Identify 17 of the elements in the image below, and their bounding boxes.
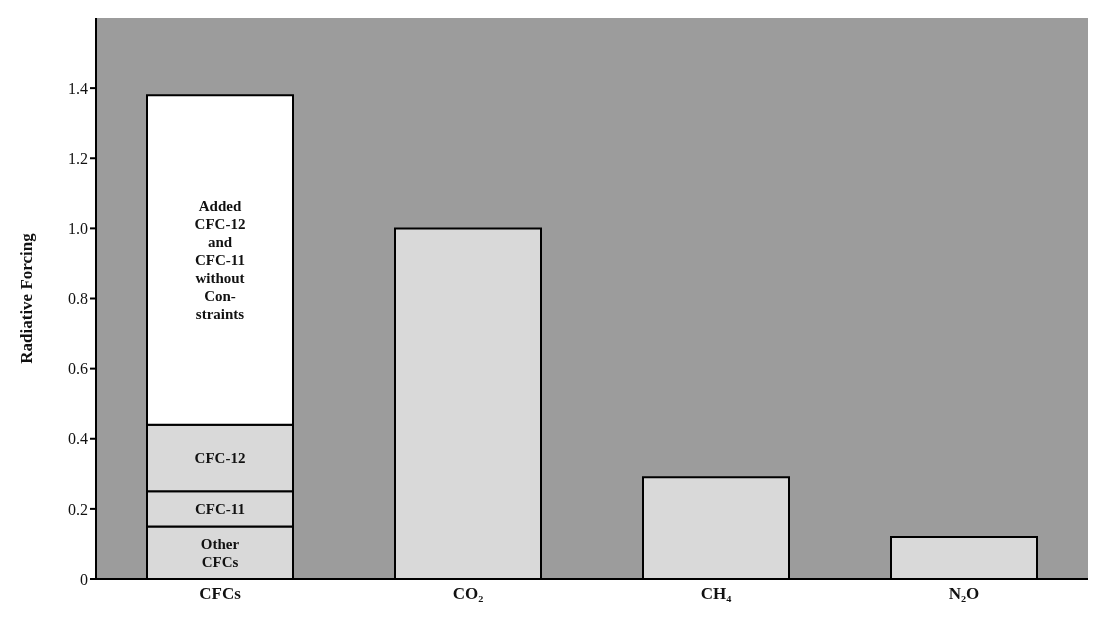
x-tick-label: CH₄ — [700, 584, 732, 604]
y-tick-label: 0.4 — [68, 430, 88, 448]
y-tick-label: 0.2 — [68, 500, 88, 518]
y-tick-label: 0 — [80, 570, 88, 588]
x-tick-label: CO₂ — [452, 584, 484, 604]
y-axis-title: Radiative Forcing — [17, 232, 37, 364]
series-label: CFC-11 — [195, 501, 245, 518]
y-tick-label: 1.0 — [68, 220, 88, 238]
series-label: Other CFCs — [200, 535, 240, 570]
y-tick-label: 1.2 — [68, 149, 88, 167]
y-tick-label: 1.4 — [68, 79, 88, 97]
x-tick-label: CFCs — [199, 584, 242, 604]
series-label: CFC-12 — [194, 450, 246, 467]
y-tick-label: 0.6 — [68, 360, 88, 378]
y-tick-label: 0.8 — [68, 290, 88, 308]
x-tick-label: N₂O — [948, 584, 980, 604]
series-label: Added CFC-12 and CFC-11 without Con- straints — [194, 198, 246, 323]
